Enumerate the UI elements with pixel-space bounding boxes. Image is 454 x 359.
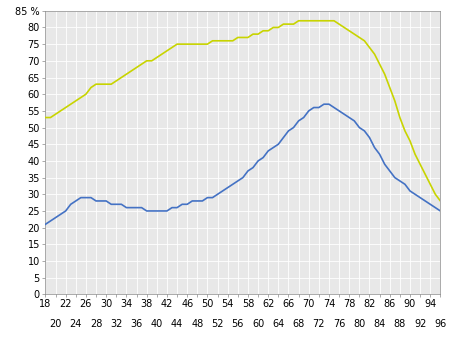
Text: 80: 80 bbox=[353, 320, 365, 329]
Text: 44: 44 bbox=[171, 320, 183, 329]
Text: 84: 84 bbox=[374, 320, 386, 329]
Text: 48: 48 bbox=[191, 320, 203, 329]
Text: 40: 40 bbox=[151, 320, 163, 329]
Text: 88: 88 bbox=[394, 320, 406, 329]
Legend: Förhandsröstande, hela landet, Alla väljare, områden: Förhandsröstande, hela landet, Alla välj… bbox=[70, 355, 415, 359]
Text: 36: 36 bbox=[130, 320, 143, 329]
Text: 72: 72 bbox=[313, 320, 325, 329]
Text: 76: 76 bbox=[333, 320, 345, 329]
Text: 24: 24 bbox=[69, 320, 82, 329]
Text: 28: 28 bbox=[90, 320, 102, 329]
Text: 32: 32 bbox=[110, 320, 123, 329]
Text: 68: 68 bbox=[292, 320, 305, 329]
Text: 64: 64 bbox=[272, 320, 285, 329]
Text: 96: 96 bbox=[434, 320, 446, 329]
Text: 52: 52 bbox=[211, 320, 224, 329]
Text: 56: 56 bbox=[232, 320, 244, 329]
Text: 60: 60 bbox=[252, 320, 264, 329]
Text: 92: 92 bbox=[414, 320, 426, 329]
Text: 20: 20 bbox=[49, 320, 62, 329]
